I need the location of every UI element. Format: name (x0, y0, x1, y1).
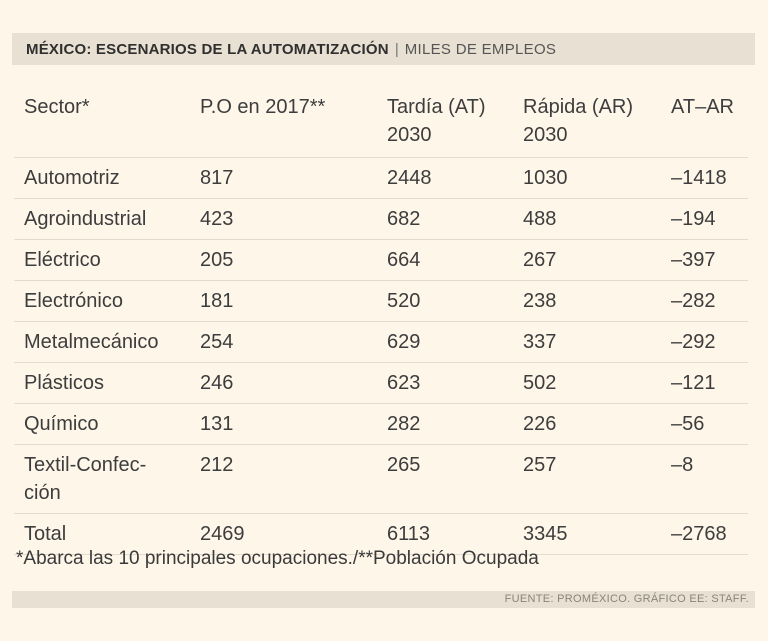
cell-diff: –282 (661, 280, 748, 322)
cell-sector: Agroindustrial (14, 198, 190, 240)
table-row: Agroindustrial 423 682 488 –194 (14, 198, 748, 240)
cell-po: 131 (190, 403, 377, 445)
cell-po: 246 (190, 362, 377, 404)
cell-sector: Eléctrico (14, 239, 190, 281)
employment-table: Sector* P.O en 2017** Tardía (AT) 2030 R… (14, 85, 748, 555)
cell-diff: –56 (661, 403, 748, 445)
footnote: *Abarca las 10 principales ocupaciones./… (16, 548, 539, 569)
title-separator: | (394, 40, 399, 58)
table-row: Automotriz 817 2448 1030 –1418 (14, 157, 748, 199)
table-row: Químico 131 282 226 –56 (14, 403, 748, 445)
cell-tardia: 265 (377, 444, 513, 514)
cell-diff: –194 (661, 198, 748, 240)
table-row: Metalmecánico 254 629 337 –292 (14, 321, 748, 363)
cell-rapida: 337 (513, 321, 661, 363)
cell-po: 423 (190, 198, 377, 240)
cell-tardia: 629 (377, 321, 513, 363)
cell-tardia: 6113 (377, 513, 513, 555)
title-bar: MÉXICO: ESCENARIOS DE LA AUTOMATIZACIÓN … (12, 33, 755, 65)
header-sector: Sector* (14, 85, 190, 158)
cell-po: 2469 (190, 513, 377, 555)
cell-po: 181 (190, 280, 377, 322)
cell-tardia: 664 (377, 239, 513, 281)
header-tardia-2030: Tardía (AT) 2030 (377, 85, 513, 158)
cell-diff: –121 (661, 362, 748, 404)
table-header-row: Sector* P.O en 2017** Tardía (AT) 2030 R… (14, 85, 748, 158)
cell-diff: –2768 (661, 513, 748, 555)
cell-po: 212 (190, 444, 377, 514)
cell-rapida: 1030 (513, 157, 661, 199)
cell-rapida: 502 (513, 362, 661, 404)
cell-sector: Textil-Confec-ción (14, 444, 190, 514)
cell-po: 817 (190, 157, 377, 199)
cell-rapida: 257 (513, 444, 661, 514)
cell-tardia: 623 (377, 362, 513, 404)
source-credit: FUENTE: PROMÉXICO. GRÁFICO EE: STAFF. (12, 591, 755, 608)
cell-diff: –292 (661, 321, 748, 363)
cell-diff: –1418 (661, 157, 748, 199)
header-at-ar: AT–AR (661, 85, 748, 158)
table-row: Eléctrico 205 664 267 –397 (14, 239, 748, 281)
header-rapida-2030: Rápida (AR) 2030 (513, 85, 661, 158)
cell-tardia: 282 (377, 403, 513, 445)
cell-rapida: 267 (513, 239, 661, 281)
cell-sector: Total (14, 513, 190, 555)
table-row: Electrónico 181 520 238 –282 (14, 280, 748, 322)
cell-rapida: 226 (513, 403, 661, 445)
cell-tardia: 520 (377, 280, 513, 322)
cell-tardia: 2448 (377, 157, 513, 199)
cell-sector: Plásticos (14, 362, 190, 404)
table-title: MÉXICO: ESCENARIOS DE LA AUTOMATIZACIÓN (26, 40, 389, 58)
header-po-2017: P.O en 2017** (190, 85, 377, 158)
cell-sector: Automotriz (14, 157, 190, 199)
cell-rapida: 238 (513, 280, 661, 322)
table-subtitle: MILES DE EMPLEOS (404, 40, 557, 58)
cell-rapida: 3345 (513, 513, 661, 555)
cell-tardia: 682 (377, 198, 513, 240)
table-row: Textil-Confec-ción 212 265 257 –8 (14, 444, 748, 514)
cell-sector: Químico (14, 403, 190, 445)
cell-po: 205 (190, 239, 377, 281)
table-row: Plásticos 246 623 502 –121 (14, 362, 748, 404)
cell-rapida: 488 (513, 198, 661, 240)
cell-diff: –397 (661, 239, 748, 281)
cell-diff: –8 (661, 444, 748, 514)
table-row-total: Total 2469 6113 3345 –2768 (14, 513, 748, 555)
cell-po: 254 (190, 321, 377, 363)
cell-sector: Electrónico (14, 280, 190, 322)
cell-sector: Metalmecánico (14, 321, 190, 363)
